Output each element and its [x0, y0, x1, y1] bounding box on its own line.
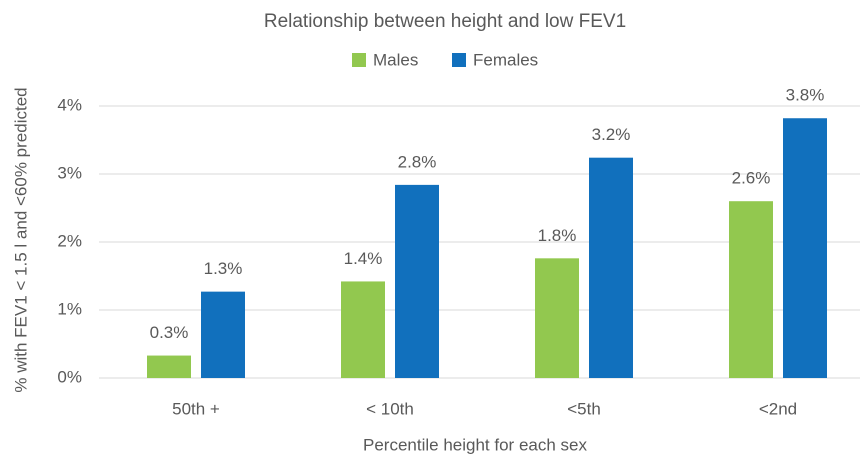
bar — [341, 281, 385, 378]
bar — [395, 184, 439, 378]
x-tick-label: <2nd — [759, 399, 797, 418]
value-label: 3.2% — [592, 125, 631, 144]
y-tick-label: 1% — [57, 299, 82, 318]
legend-label: Females — [473, 50, 538, 69]
x-tick-label: 50th + — [172, 399, 220, 418]
bar — [783, 118, 827, 379]
y-axis-label: % with FEV1 < 1.5 l and <60% predicted — [11, 87, 30, 392]
bar — [589, 157, 633, 378]
y-tick-label: 2% — [57, 231, 82, 250]
y-tick-label: 3% — [57, 163, 82, 182]
value-label: 1.3% — [204, 259, 243, 278]
value-label: 2.6% — [732, 169, 771, 188]
x-tick-label: <5th — [567, 399, 601, 418]
value-label: 1.8% — [538, 226, 577, 245]
x-axis-label: Percentile height for each sex — [363, 435, 587, 454]
legend-label: Males — [373, 50, 418, 69]
bar — [201, 291, 245, 378]
value-label: 1.4% — [344, 249, 383, 268]
bar — [147, 355, 191, 378]
chart-title: Relationship between height and low FEV1 — [264, 11, 626, 32]
x-tick-label: < 10th — [366, 399, 414, 418]
bar — [535, 258, 579, 378]
y-tick-label: 4% — [57, 95, 82, 114]
legend-swatch — [352, 53, 366, 67]
value-label: 2.8% — [398, 152, 437, 171]
y-tick-label: 0% — [57, 367, 82, 386]
value-label: 3.8% — [786, 86, 825, 105]
legend-swatch — [452, 53, 466, 67]
bar — [729, 201, 773, 378]
value-label: 0.3% — [150, 323, 189, 342]
